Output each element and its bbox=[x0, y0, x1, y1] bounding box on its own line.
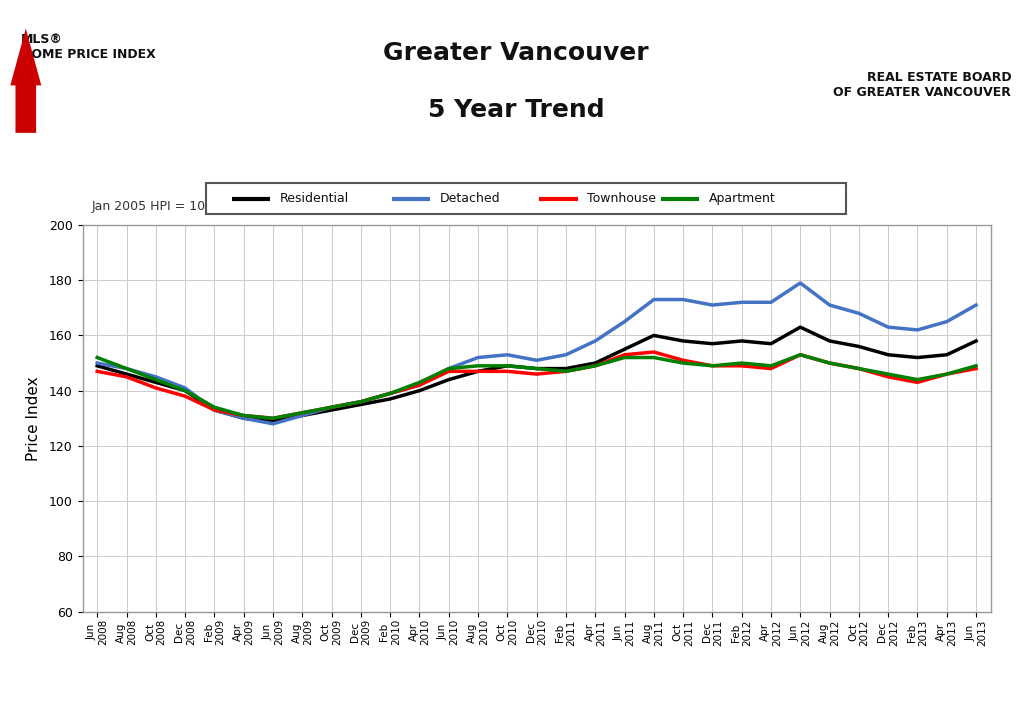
Text: Townhouse: Townhouse bbox=[587, 192, 656, 205]
Text: Detached: Detached bbox=[440, 192, 501, 205]
Y-axis label: Price Index: Price Index bbox=[26, 376, 40, 460]
Text: 5 Year Trend: 5 Year Trend bbox=[427, 98, 605, 122]
Text: MLS®
HOME PRICE INDEX: MLS® HOME PRICE INDEX bbox=[21, 34, 156, 61]
Text: Residential: Residential bbox=[280, 192, 349, 205]
FancyBboxPatch shape bbox=[206, 183, 846, 214]
Polygon shape bbox=[10, 28, 41, 133]
Text: REAL ESTATE BOARD
OF GREATER VANCOUVER: REAL ESTATE BOARD OF GREATER VANCOUVER bbox=[834, 72, 1011, 99]
Text: Jan 2005 HPI = 100: Jan 2005 HPI = 100 bbox=[92, 200, 214, 213]
Text: Apartment: Apartment bbox=[709, 192, 775, 205]
Text: Greater Vancouver: Greater Vancouver bbox=[383, 41, 649, 65]
